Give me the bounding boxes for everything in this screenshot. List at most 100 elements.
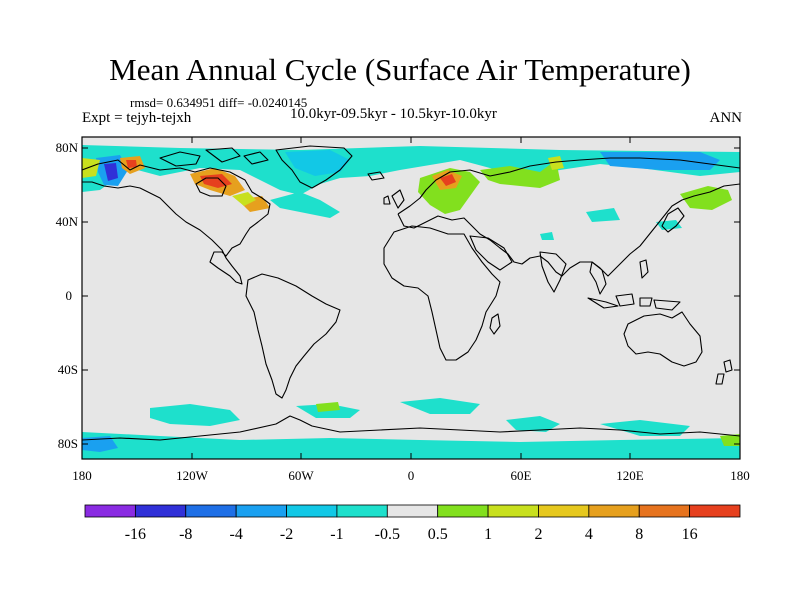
colorbar-label: -2 xyxy=(280,526,293,543)
lon-tick-180w: 180 xyxy=(72,468,92,483)
svg-text:0: 0 xyxy=(408,468,415,483)
lon-tick-0: 0 xyxy=(408,137,415,483)
colorbar-label: 8 xyxy=(635,526,643,543)
colorbar-label: 0.5 xyxy=(428,526,448,543)
lon-tick-60w: 60W xyxy=(288,137,314,483)
colorbar-box xyxy=(638,504,691,518)
colorbar-box xyxy=(487,504,539,518)
anomaly-pacific-cyan xyxy=(656,220,682,230)
anomaly-weddell-green xyxy=(316,402,340,412)
coast-philippines xyxy=(639,259,649,279)
lat-tick-80s: 80S xyxy=(58,436,740,451)
lon-tick-60e: 60E xyxy=(511,137,532,483)
coast-arctic-islands xyxy=(159,147,269,167)
svg-text:180: 180 xyxy=(72,468,92,483)
anomaly-gulf-cyan xyxy=(270,192,340,218)
lat-tick-0: 0 xyxy=(66,288,740,303)
anomaly-arctic-cyan xyxy=(82,145,740,195)
coast-south-america xyxy=(245,273,341,399)
svg-text:80N: 80N xyxy=(56,140,79,155)
svg-text:60W: 60W xyxy=(288,468,314,483)
coast-iceland xyxy=(367,171,385,181)
coast-north-america xyxy=(82,159,271,285)
colorbar-label: -16 xyxy=(125,526,146,543)
coast-hudson-bay xyxy=(195,177,227,197)
anomaly-southpacific-cyan xyxy=(150,404,240,426)
anomaly-australsouth-cyan xyxy=(506,416,560,432)
coast-new-zealand xyxy=(715,359,733,385)
colorbar-label: 16 xyxy=(682,526,698,543)
lat-axis: 80N 40N 0 40S 80S xyxy=(56,140,740,451)
lon-axis: 180 120W 60W 0 60E 120E 180 xyxy=(72,137,750,483)
lat-tick-40s: 40S xyxy=(58,362,740,377)
anomaly-kamchatka-green xyxy=(680,186,732,210)
anomaly-bering-yellow xyxy=(82,158,100,178)
svg-text:60E: 60E xyxy=(511,468,532,483)
colorbar-label: -8 xyxy=(179,526,192,543)
colorbar-label: -0.5 xyxy=(375,526,400,543)
stats-line: rmsd= 0.634951 diff= -0.0240145 xyxy=(130,95,308,110)
svg-text:40S: 40S xyxy=(58,362,78,377)
colorbar-label: 2 xyxy=(534,526,542,543)
colorbar-box xyxy=(689,504,741,518)
lat-tick-40n: 40N xyxy=(56,214,740,229)
anomaly-bering-red xyxy=(126,160,137,168)
anomaly-scandinavia-red xyxy=(440,174,456,186)
svg-text:120E: 120E xyxy=(616,468,644,483)
colorbar-box xyxy=(336,504,388,518)
lon-tick-180e: 180 xyxy=(730,468,750,483)
coastlines xyxy=(82,145,740,441)
anomaly-greenland-blue xyxy=(285,150,350,176)
coast-arabia xyxy=(469,235,513,271)
lon-tick-120w: 120W xyxy=(176,137,209,483)
svg-text:180: 180 xyxy=(730,468,750,483)
svg-text:40N: 40N xyxy=(56,214,79,229)
coast-australia xyxy=(623,311,703,367)
anomaly-eastsiberia-blue xyxy=(600,152,720,170)
colorbar-label: 4 xyxy=(585,526,593,543)
colorbar-box xyxy=(286,504,338,518)
svg-text:0: 0 xyxy=(66,288,73,303)
svg-text:80S: 80S xyxy=(58,436,78,451)
coast-british-isles xyxy=(383,189,405,209)
colorbar-label: 1 xyxy=(484,526,492,543)
anomaly-siberia-yellow xyxy=(548,156,564,170)
chart-title: Mean Annual Cycle (Surface Air Temperatu… xyxy=(109,52,691,87)
coast-africa xyxy=(383,225,501,361)
colorbar-box xyxy=(185,504,237,518)
svg-text:120W: 120W xyxy=(176,468,209,483)
anomaly-antarctic-green xyxy=(720,434,740,446)
lon-tick-120e: 120E xyxy=(616,137,644,483)
anomaly-china-cyan xyxy=(586,208,620,222)
period-label: 10.0kyr-09.5kyr - 10.5kyr-10.0kyr xyxy=(290,106,497,122)
coast-antarctica xyxy=(82,415,740,441)
colorbar-box xyxy=(235,504,287,518)
colorbar-label: -1 xyxy=(330,526,343,543)
anomaly-labrador-yellow xyxy=(232,192,256,206)
colorbar-box xyxy=(538,504,590,518)
anomaly-antarctic-cyan xyxy=(82,432,740,459)
coast-southeast-asia xyxy=(589,261,607,295)
coast-indonesia xyxy=(587,293,681,311)
anomaly-antarctic-east-cyan xyxy=(600,420,690,436)
colorbar-box xyxy=(437,504,489,518)
colorbar-box xyxy=(588,504,640,518)
coast-greenland xyxy=(275,145,353,189)
anomaly-siberia-green xyxy=(480,160,560,188)
anomaly-atlantic-cyan xyxy=(540,232,554,240)
anomaly-scandinavia-green xyxy=(418,168,480,214)
lat-tick-80n: 80N xyxy=(56,140,740,155)
coast-japan xyxy=(661,207,685,233)
anomaly-alaska-darkblue xyxy=(104,163,118,181)
anomaly-layer xyxy=(82,145,740,459)
anomaly-southindian-cyan xyxy=(400,398,480,414)
colorbar-label: -4 xyxy=(229,526,242,543)
colorbar-box xyxy=(134,504,187,518)
coast-madagascar xyxy=(489,313,501,335)
coast-india xyxy=(539,251,567,293)
season-label: ANN xyxy=(709,110,743,126)
colorbar: -16 -8 -4 -2 -1 -0.5 0.5 1 2 4 8 16 xyxy=(84,504,741,543)
experiment-label: Expt = tejyh-tejxh xyxy=(82,110,192,126)
colorbar-box xyxy=(84,504,136,518)
